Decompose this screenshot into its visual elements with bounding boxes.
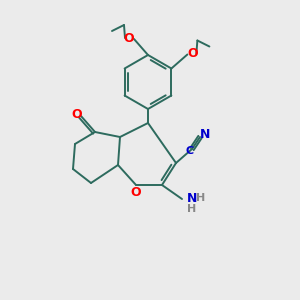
Text: N: N [200,128,210,142]
Text: O: O [131,187,141,200]
Text: C: C [186,146,194,156]
Text: H: H [188,204,196,214]
Text: O: O [72,109,82,122]
Text: N: N [187,191,197,205]
Text: O: O [124,32,134,44]
Text: H: H [196,193,206,203]
Text: O: O [187,47,198,60]
